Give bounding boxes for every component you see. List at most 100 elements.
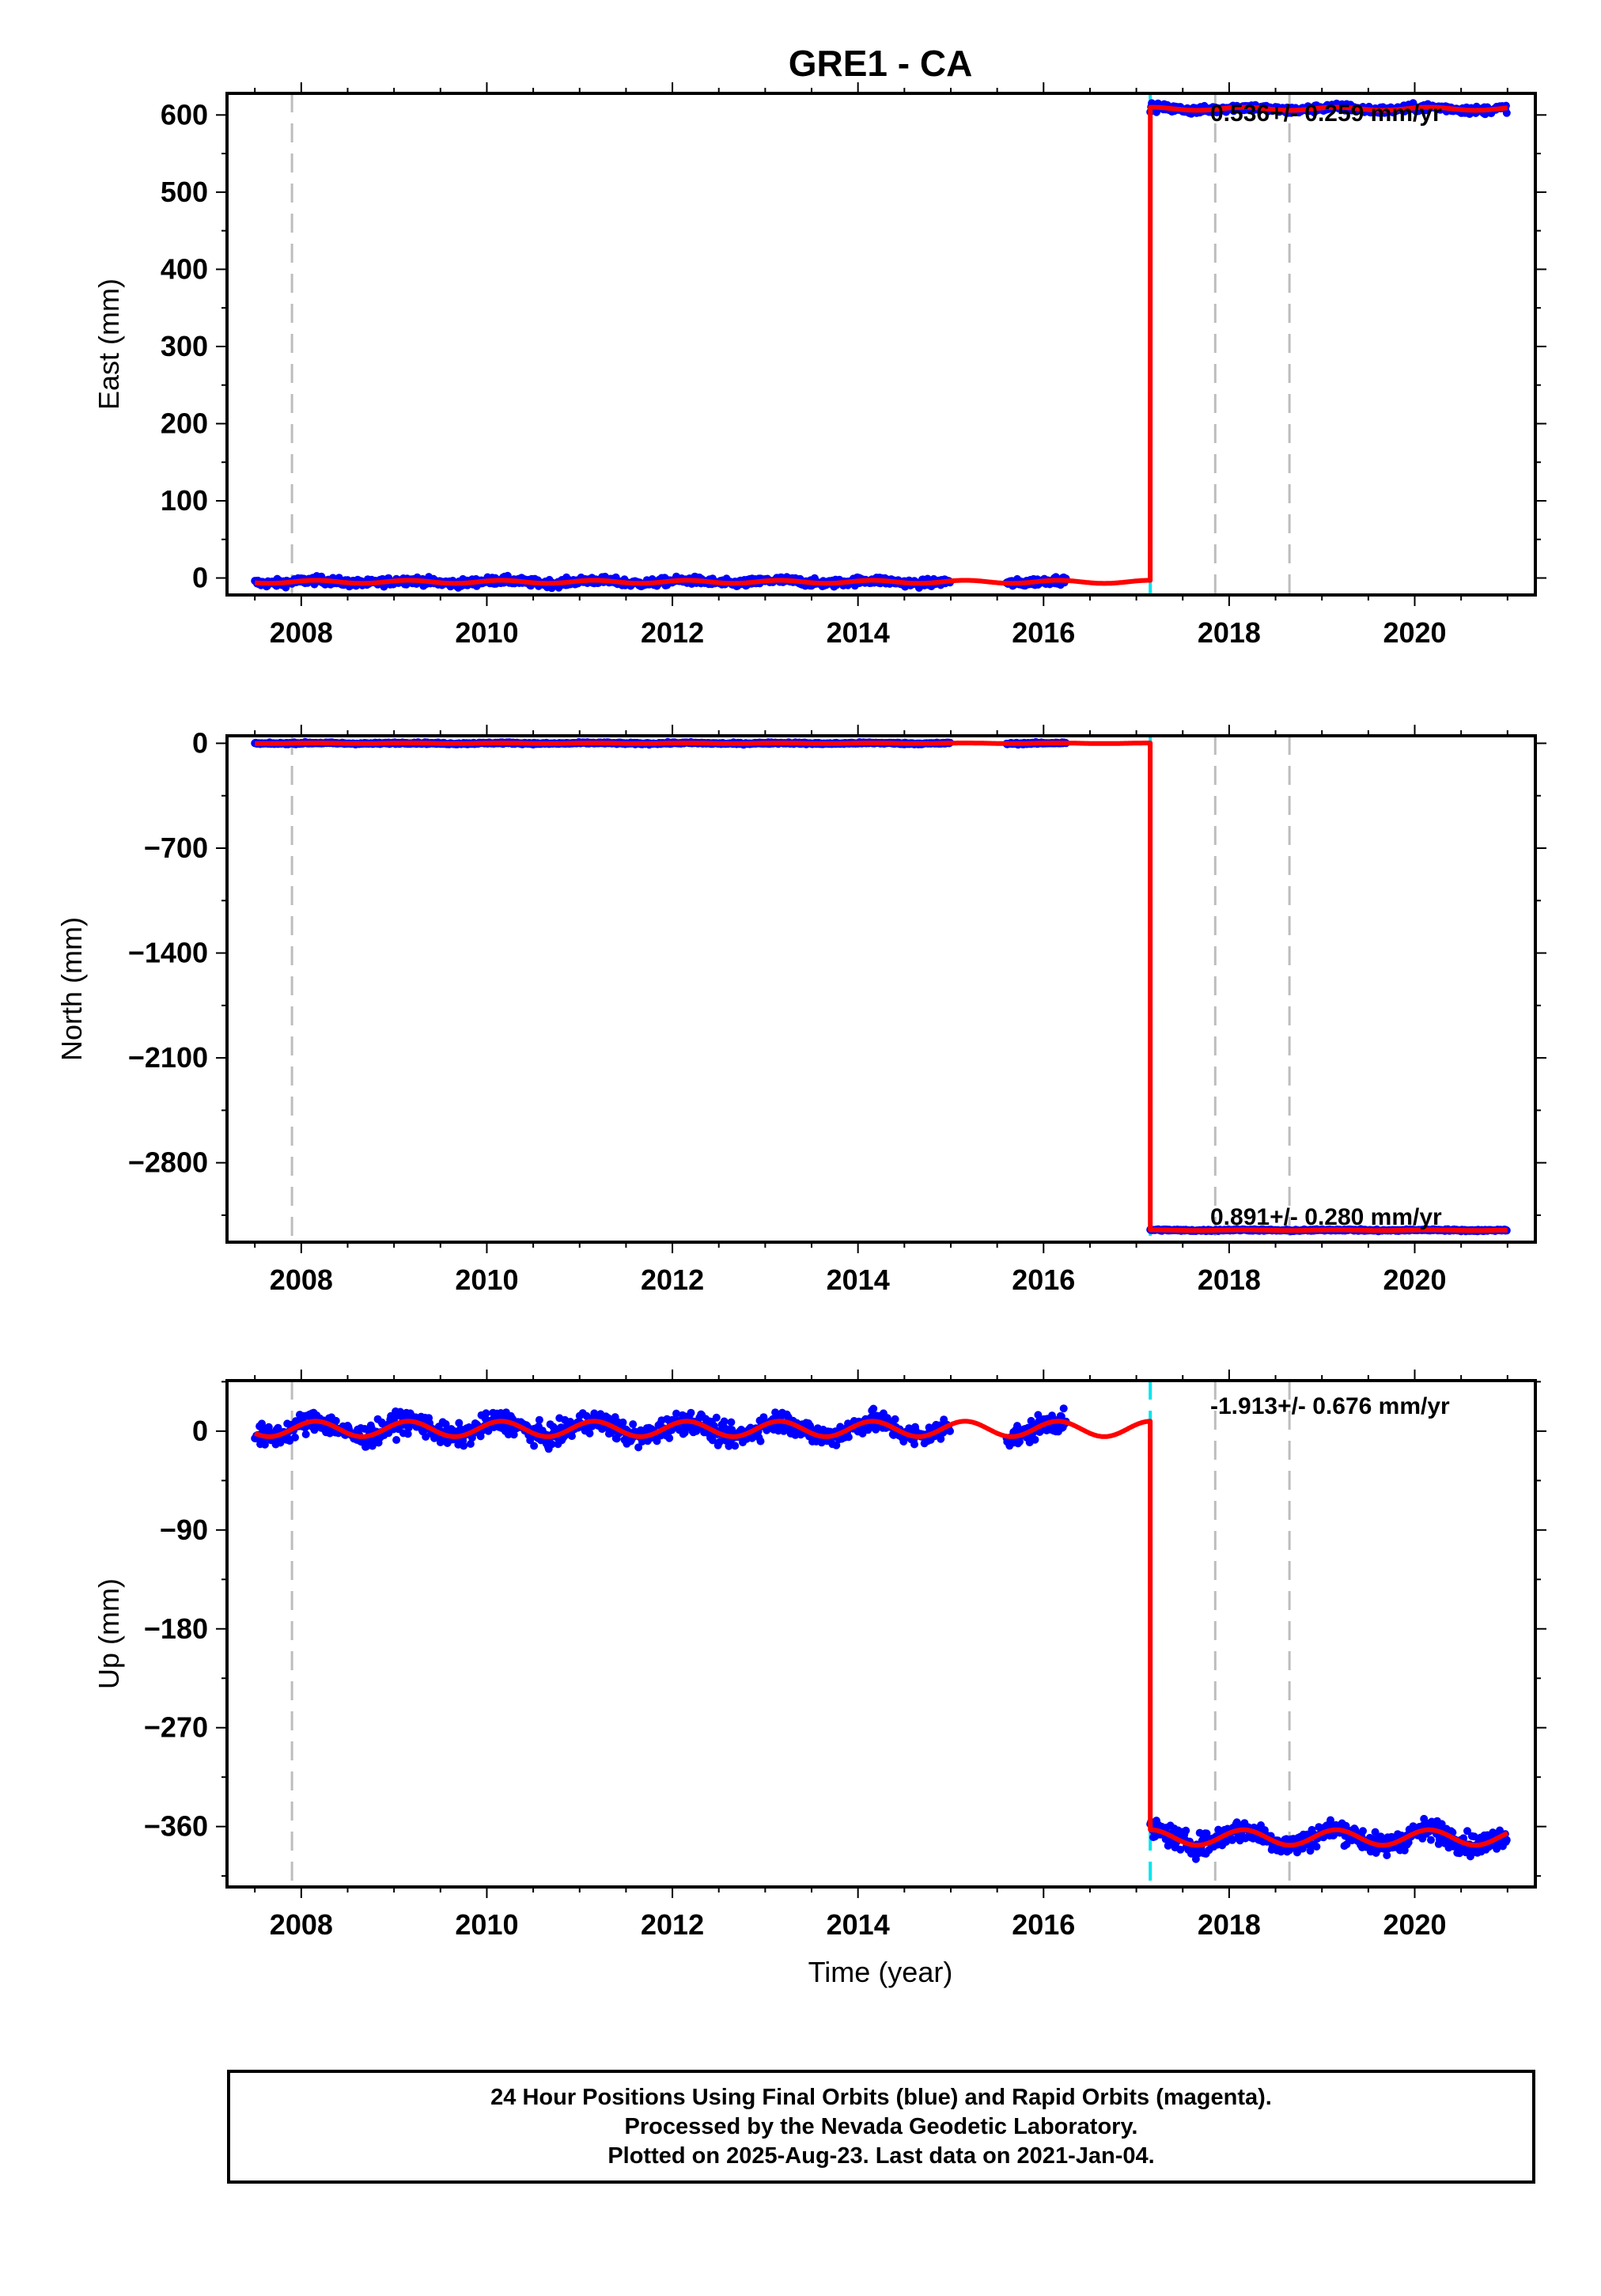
- data-point: [731, 1442, 740, 1450]
- data-point: [301, 1430, 310, 1438]
- data-point: [756, 1437, 765, 1445]
- data-point: [582, 1411, 591, 1420]
- data-point: [634, 1443, 643, 1452]
- data-point: [1312, 1843, 1321, 1851]
- plot-area: [251, 93, 1511, 595]
- y-tick-label: 600: [161, 98, 208, 131]
- data-point: [403, 1430, 412, 1438]
- footer-line-2: Processed by the Nevada Geodetic Laborat…: [624, 2113, 1138, 2139]
- data-point: [568, 1432, 576, 1441]
- y-tick-label: −2100: [128, 1041, 208, 1074]
- y-axis-label: Up (mm): [93, 1578, 125, 1689]
- data-point: [844, 1433, 853, 1442]
- data-point: [629, 1420, 638, 1429]
- y-tick-label: 100: [161, 484, 208, 517]
- y-tick-label: 400: [161, 252, 208, 285]
- y-tick-label: 0: [192, 562, 208, 594]
- footer-line-1: 24 Hour Positions Using Final Orbits (bl…: [490, 2084, 1272, 2110]
- y-tick-label: 500: [161, 176, 208, 208]
- x-tick-label: 2010: [455, 616, 518, 649]
- x-tick-label: 2010: [455, 1908, 518, 1941]
- x-tick-label: 2016: [1012, 616, 1075, 649]
- data-point: [361, 1425, 369, 1433]
- final-orbit-points: [251, 737, 1511, 1236]
- x-tick-label: 2018: [1198, 1264, 1261, 1296]
- model-fit-line: [253, 741, 1509, 1233]
- data-point: [619, 1418, 627, 1426]
- x-tick-label: 2012: [641, 616, 704, 649]
- data-point: [720, 1417, 729, 1426]
- data-point: [331, 1416, 340, 1425]
- x-tick-label: 2018: [1198, 616, 1261, 649]
- x-tick-label: 2014: [827, 1908, 890, 1941]
- final-orbit-points: [251, 99, 1511, 593]
- x-tick-label: 2020: [1383, 1908, 1446, 1941]
- panel-north: 2008 2010 2012 2014 2016 2018 2020 0 −700 −1400 −2…: [55, 725, 1546, 1296]
- data-point: [1359, 1827, 1367, 1836]
- velocity-annotation: 0.536+/- 0.259 mm/yr: [1210, 100, 1442, 127]
- y-axis-label: North (mm): [55, 917, 88, 1061]
- data-point: [1182, 1826, 1190, 1835]
- y-tick-label: −360: [144, 1810, 208, 1843]
- x-tick-label: 2016: [1012, 1264, 1075, 1296]
- y-tick-label: 0: [192, 726, 208, 759]
- data-point: [368, 1442, 377, 1450]
- data-point: [260, 1440, 269, 1449]
- panels: 2008 2010 2012 2014 2016 2018 2020 0 100 200 300 40…: [55, 82, 1546, 1941]
- final-orbit-points: [251, 1404, 1511, 1863]
- y-tick-label: −700: [144, 832, 208, 864]
- model-fit-line: [253, 1419, 1509, 1848]
- data-point: [460, 1442, 468, 1450]
- panel-up: 2008 2010 2012 2014 2016 2018 2020 0 −90 −180 −270…: [93, 1370, 1546, 1941]
- data-point: [1031, 1435, 1039, 1444]
- plot-area: [251, 736, 1511, 1242]
- y-tick-label: −1400: [128, 937, 208, 969]
- plot-frame: [225, 1379, 1537, 1889]
- data-point: [392, 1436, 401, 1444]
- velocity-annotation: 0.891+/- 0.280 mm/yr: [1210, 1204, 1442, 1230]
- x-tick-label: 2014: [827, 1264, 890, 1296]
- data-point: [530, 1442, 539, 1450]
- data-point: [910, 1440, 918, 1449]
- data-point: [291, 1433, 299, 1442]
- data-point: [455, 1419, 464, 1427]
- x-tick-label: 2008: [270, 1264, 333, 1296]
- data-point: [509, 1430, 518, 1439]
- x-tick-label: 2010: [455, 1264, 518, 1296]
- y-tick-label: 200: [161, 407, 208, 439]
- data-point: [482, 1409, 490, 1418]
- x-tick-label: 2012: [641, 1264, 704, 1296]
- model-fit-line: [253, 104, 1509, 586]
- data-point: [712, 1413, 721, 1422]
- x-tick-label: 2020: [1383, 1264, 1446, 1296]
- data-point: [727, 1418, 736, 1426]
- data-point: [1383, 1851, 1391, 1859]
- x-tick-label: 2020: [1383, 616, 1446, 649]
- y-tick-label: 300: [161, 330, 208, 362]
- x-tick-label: 2018: [1198, 1908, 1261, 1941]
- data-point: [1427, 1836, 1435, 1844]
- x-axis-label: Time (year): [808, 1956, 953, 1988]
- plot-frame: [225, 734, 1537, 1244]
- plot-frame: [225, 92, 1537, 597]
- data-point: [891, 1415, 899, 1423]
- x-tick-label: 2016: [1012, 1908, 1075, 1941]
- y-tick-label: −2800: [128, 1146, 208, 1179]
- data-point: [466, 1440, 475, 1448]
- plot-area: [251, 1381, 1511, 1887]
- y-tick-label: −90: [160, 1514, 208, 1546]
- x-tick-label: 2008: [270, 616, 333, 649]
- data-point: [585, 1429, 594, 1438]
- y-axis-label: East (mm): [93, 278, 125, 410]
- y-tick-label: 0: [192, 1415, 208, 1447]
- x-tick-label: 2012: [641, 1908, 704, 1941]
- panel-east: 2008 2010 2012 2014 2016 2018 2020 0 100 200 300 40…: [93, 82, 1546, 649]
- data-point: [665, 1434, 674, 1442]
- y-tick-label: −270: [144, 1711, 208, 1744]
- data-point: [869, 1404, 878, 1413]
- data-point: [535, 1415, 543, 1424]
- footer-info-box: 24 Hour Positions Using Final Orbits (bl…: [227, 2070, 1535, 2184]
- data-point: [547, 1440, 556, 1449]
- data-point: [441, 1420, 450, 1428]
